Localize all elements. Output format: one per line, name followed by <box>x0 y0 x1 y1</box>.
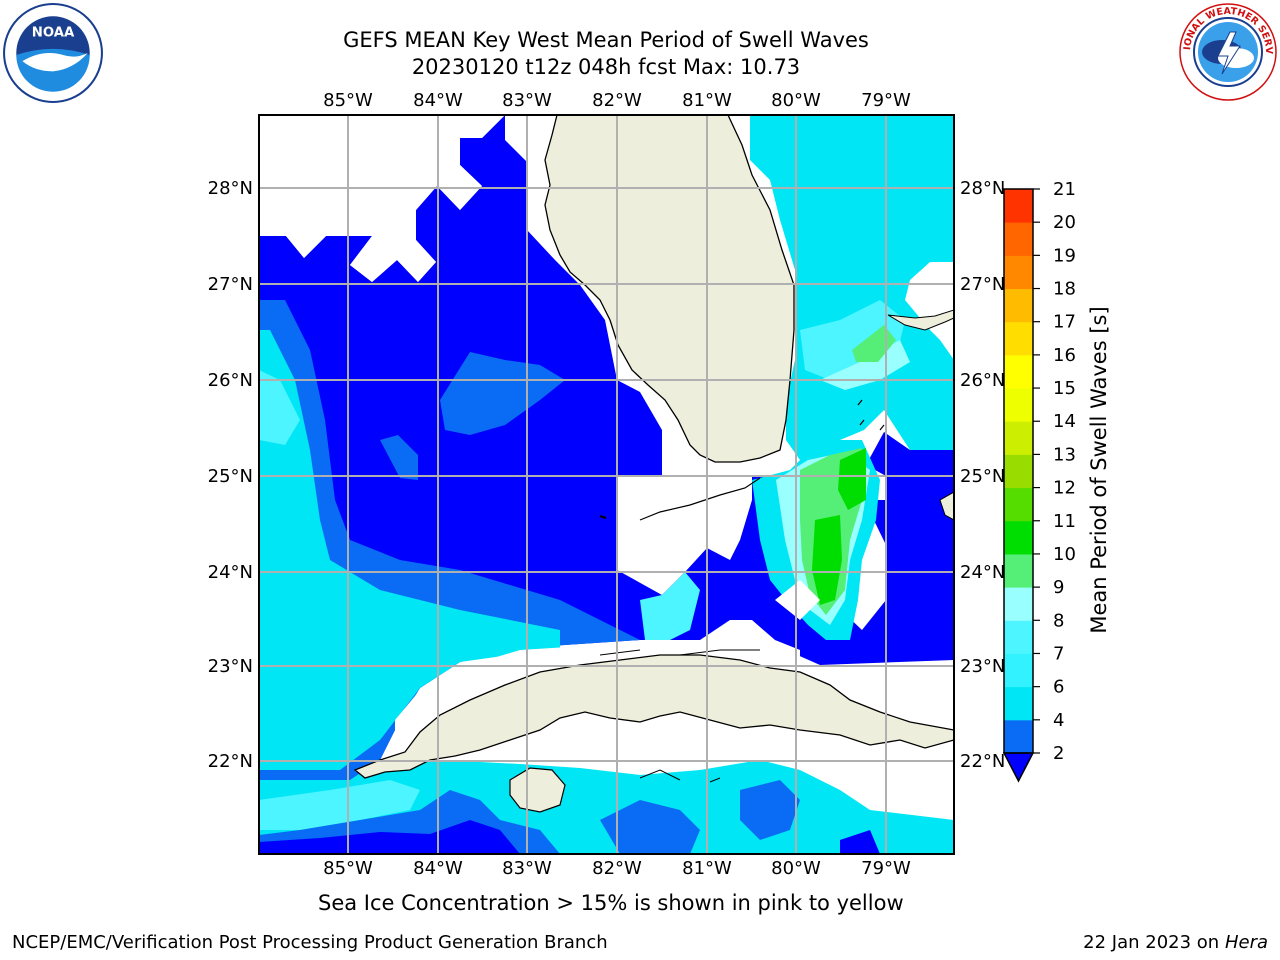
footer-date-text: 22 Jan 2023 on <box>1083 932 1225 953</box>
colorbar-tick-label: 6 <box>1053 677 1064 698</box>
lon-label-top: 81°W <box>682 90 732 111</box>
colorbar-swatch <box>1004 620 1033 654</box>
lon-label-bottom: 80°W <box>771 858 821 879</box>
noaa-logo: NOAA <box>3 3 103 103</box>
colorbar-tick-label: 16 <box>1053 345 1076 366</box>
svg-text:NOAA: NOAA <box>32 26 75 41</box>
lat-label-left: 24°N <box>208 562 253 583</box>
lat-label-left: 25°N <box>208 466 253 487</box>
colorbar-tick-label: 19 <box>1053 245 1076 266</box>
colorbar-swatch <box>1004 354 1033 389</box>
colorbar-swatch <box>1004 719 1033 754</box>
lon-labels-bottom: 85°W 84°W 83°W 82°W 81°W 80°W 79°W <box>323 858 911 879</box>
lon-label-bottom: 82°W <box>592 858 642 879</box>
colorbar-tick-label: 2 <box>1053 743 1064 764</box>
nws-logo: NATIONAL WEATHER SERVICE <box>1178 2 1277 101</box>
lon-label-top: 84°W <box>413 90 463 111</box>
colorbar-tick-label: 9 <box>1053 577 1064 598</box>
colorbar-tick-label: 17 <box>1053 312 1076 333</box>
colorbar-tick-label: 18 <box>1053 279 1076 300</box>
colorbar-tick-label: 7 <box>1053 643 1064 664</box>
colorbar-swatch <box>1004 520 1033 555</box>
colorbar-swatch <box>1004 421 1033 455</box>
colorbar-swatch <box>1004 653 1033 688</box>
lat-label-left: 22°N <box>208 751 253 772</box>
colorbar-tick-label: 21 <box>1053 179 1076 200</box>
lon-label-bottom: 84°W <box>413 858 463 879</box>
colorbar-tick-label: 13 <box>1053 444 1076 465</box>
colorbar-swatch <box>1004 454 1033 489</box>
footer-credit: NCEP/EMC/Verification Post Processing Pr… <box>12 932 608 953</box>
colorbar-tick-label: 10 <box>1053 544 1076 565</box>
lat-label-right: 27°N <box>960 274 1005 295</box>
colorbar-swatch <box>1004 189 1033 223</box>
lat-label-right: 26°N <box>960 370 1005 391</box>
colorbar-tick-label: 15 <box>1053 378 1076 399</box>
map-title: GEFS MEAN Key West Mean Period of Swell … <box>343 28 869 52</box>
lat-labels-right: 28°N 27°N 26°N 25°N 24°N 23°N 22°N <box>960 178 1005 772</box>
colorbar-swatch <box>1004 553 1033 588</box>
lon-label-top: 83°W <box>502 90 552 111</box>
colorbar-swatch <box>1004 222 1033 256</box>
lon-label-top: 82°W <box>592 90 642 111</box>
colorbar-tick-label: 14 <box>1053 411 1076 432</box>
lat-label-right: 23°N <box>960 656 1005 677</box>
colorbar-swatch <box>1004 686 1033 721</box>
lat-label-right: 24°N <box>960 562 1005 583</box>
colorbar-swatch <box>1004 288 1033 323</box>
footer-date: 22 Jan 2023 on Hera <box>1083 932 1268 953</box>
colorbar-swatch <box>1004 321 1033 356</box>
gridlines <box>259 115 954 854</box>
colorbar-label: Mean Period of Swell Waves [s] <box>1087 306 1111 633</box>
land-masses <box>353 115 954 813</box>
lat-label-right: 22°N <box>960 751 1005 772</box>
lon-label-bottom: 85°W <box>323 858 373 879</box>
lat-labels-left: 28°N 27°N 26°N 25°N 24°N 23°N 22°N <box>208 178 253 772</box>
colorbar-swatch <box>1004 487 1033 522</box>
lon-label-top: 80°W <box>771 90 821 111</box>
lon-label-bottom: 79°W <box>861 858 911 879</box>
lon-labels-top: 85°W 84°W 83°W 82°W 81°W 80°W 79°W <box>323 90 911 111</box>
colorbar-tick-label: 11 <box>1053 511 1076 532</box>
lon-label-top: 85°W <box>323 90 373 111</box>
colorbar-tick-label: 12 <box>1053 478 1076 499</box>
colorbar-frame <box>1003 188 1034 754</box>
lat-label-left: 26°N <box>208 370 253 391</box>
lat-label-left: 27°N <box>208 274 253 295</box>
lon-label-bottom: 81°W <box>682 858 732 879</box>
lat-label-right: 25°N <box>960 466 1005 487</box>
colorbar-under-arrow <box>1002 752 1035 783</box>
colorbar: 2 4 6 7 8 9 10 11 12 13 14 15 16 17 18 19 20 21 <box>1002 179 1076 783</box>
colorbar-swatch <box>1004 255 1033 290</box>
lon-label-bottom: 83°W <box>502 858 552 879</box>
footer-host: Hera <box>1224 932 1268 953</box>
lat-label-left: 28°N <box>208 178 253 199</box>
colorbar-tick-label: 20 <box>1053 212 1076 233</box>
lat-label-right: 28°N <box>960 178 1005 199</box>
lat-label-left: 23°N <box>208 656 253 677</box>
colorbar-swatch <box>1004 587 1033 621</box>
map-frame <box>258 114 955 855</box>
colorbar-tick-label: 8 <box>1053 610 1064 631</box>
colorbar-tick-label: 4 <box>1053 710 1064 731</box>
sea-ice-note: Sea Ice Concentration > 15% is shown in … <box>318 891 904 915</box>
colorbar-swatch <box>1004 388 1033 422</box>
lon-label-top: 79°W <box>861 90 911 111</box>
map-subtitle: 20230120 t12z 048h fcst Max: 10.73 <box>411 55 801 79</box>
